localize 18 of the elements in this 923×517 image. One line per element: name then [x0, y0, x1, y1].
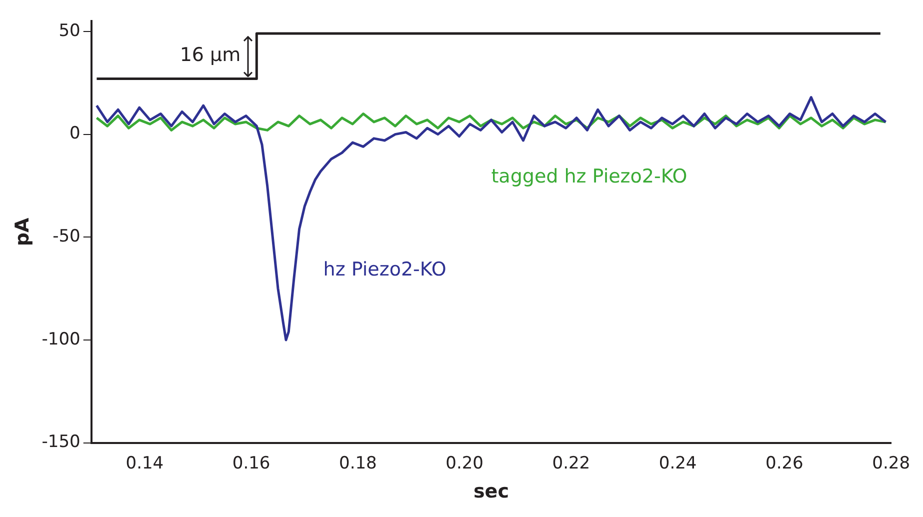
- x-axis-title: sec: [473, 480, 509, 503]
- x-tick-label: 0.20: [446, 453, 484, 474]
- annotation: 16 µm: [180, 44, 241, 66]
- x-tick-label: 0.18: [339, 453, 377, 474]
- y-tick-label: -50: [52, 226, 80, 247]
- y-tick-label: -150: [42, 432, 80, 452]
- series-label: hz Piezo2-KO: [323, 258, 446, 280]
- y-tick-label: 50: [58, 20, 80, 41]
- x-tick-label: 0.28: [872, 453, 910, 474]
- x-tick-label: 0.16: [232, 453, 270, 474]
- y-tick-label: 0: [70, 124, 80, 144]
- y-axis-title: pA: [11, 218, 34, 246]
- x-tick-label: 0.14: [126, 453, 164, 474]
- x-tick-label: 0.22: [552, 453, 590, 474]
- x-tick-label: 0.24: [658, 453, 697, 474]
- text: tagged hz Piezo2-KO: [491, 166, 688, 188]
- y-tick-label: -100: [42, 329, 80, 350]
- x-tick-label: 0.26: [766, 453, 804, 474]
